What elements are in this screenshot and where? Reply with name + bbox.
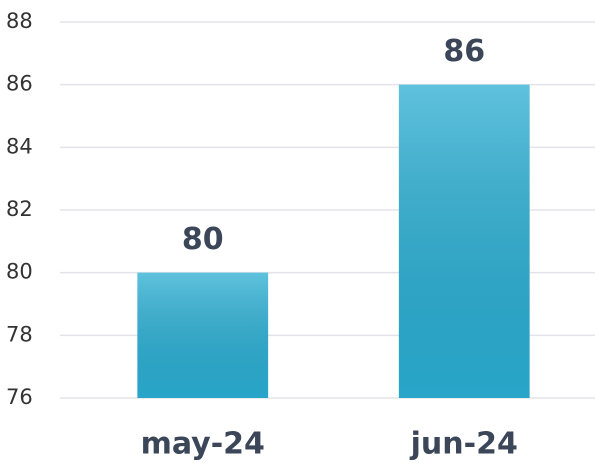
y-tick-label: 88	[6, 9, 33, 33]
data-label: 86	[443, 34, 485, 69]
bar	[137, 272, 269, 398]
y-tick-label: 76	[6, 385, 33, 409]
y-tick-label: 84	[6, 134, 33, 158]
y-tick-label: 78	[6, 322, 33, 346]
bar	[398, 84, 530, 399]
y-tick-label: 82	[6, 197, 33, 221]
y-tick-label: 80	[6, 260, 33, 284]
data-label: 80	[182, 222, 224, 257]
x-tick-label: jun-24	[410, 427, 518, 462]
x-tick-label: may-24	[141, 427, 265, 462]
y-tick-label: 86	[6, 72, 33, 96]
